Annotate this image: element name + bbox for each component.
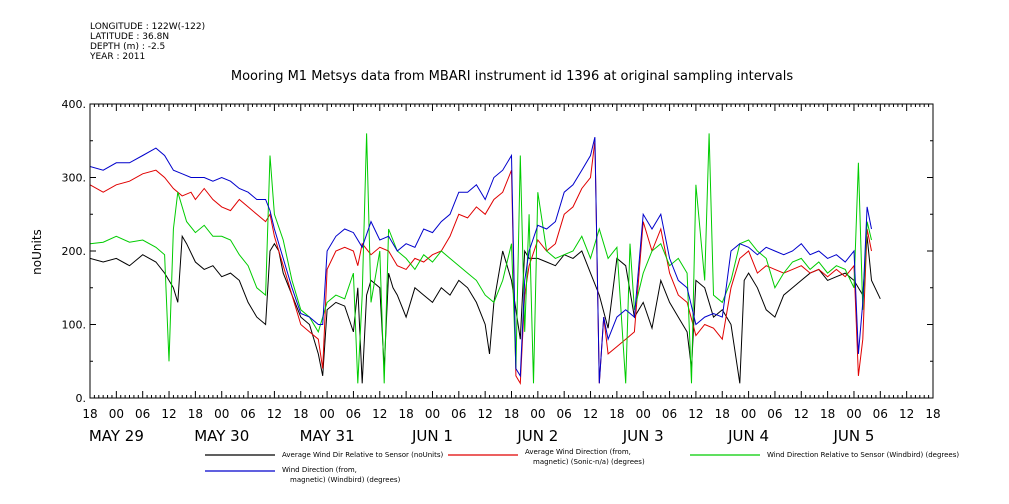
x-tick-label: 00 [319, 407, 334, 421]
x-tick-label: 06 [662, 407, 677, 421]
x-tick-label: 12 [688, 407, 703, 421]
series-line-2 [90, 140, 872, 385]
x-date-label: JUN 2 [516, 427, 558, 445]
legend-label-2: magnetic) (Sonic-n/a) (degrees) [533, 458, 645, 466]
x-tick-label: 18 [504, 407, 519, 421]
x-tick-label: 18 [925, 407, 940, 421]
depth-label: DEPTH (m) : -2.5 [90, 42, 166, 52]
y-axis-label: noUnits [30, 229, 44, 275]
x-tick-label: 00 [846, 407, 861, 421]
x-date-label: JUN 4 [727, 427, 769, 445]
x-date-label: JUN 3 [622, 427, 664, 445]
x-tick-label: 12 [478, 407, 493, 421]
year-label: YEAR : 2011 [90, 52, 146, 62]
x-tick-label: 06 [135, 407, 150, 421]
y-tick-label: 400. [62, 98, 87, 111]
x-tick-label: 18 [715, 407, 730, 421]
x-tick-label: 00 [741, 407, 756, 421]
x-date-label: MAY 31 [300, 427, 355, 445]
x-date-label: MAY 29 [89, 427, 144, 445]
x-tick-label: 06 [451, 407, 466, 421]
x-tick-label: 06 [873, 407, 888, 421]
y-tick-label: 200. [62, 245, 87, 258]
x-tick-label: 12 [899, 407, 914, 421]
x-date-label: JUN 1 [411, 427, 453, 445]
x-tick-label: 00 [425, 407, 440, 421]
legend-label-3: Wind Direction Relative to Sensor (Windb… [767, 451, 959, 459]
x-tick-label: 18 [82, 407, 97, 421]
x-tick-label: 18 [820, 407, 835, 421]
y-tick-label: 300. [62, 172, 87, 185]
legend-label-4: magnetic) (Windbird) (degrees) [290, 476, 401, 484]
x-tick-label: 12 [161, 407, 176, 421]
legend-label-1: Average Wind Dir Relative to Sensor (noU… [282, 451, 443, 459]
legend-label-4: Wind Direction (from, [282, 466, 357, 474]
y-tick-label: 0. [76, 392, 87, 405]
latitude-label: LATITUDE : 36.8N [90, 32, 170, 42]
x-tick-label: 18 [293, 407, 308, 421]
chart-title: Mooring M1 Metsys data from MBARI instru… [231, 69, 793, 84]
series-line-1 [90, 234, 881, 384]
series-line-4 [90, 136, 872, 384]
x-tick-label: 06 [346, 407, 361, 421]
x-tick-label: 06 [240, 407, 255, 421]
x-tick-label: 12 [794, 407, 809, 421]
x-tick-label: 06 [557, 407, 572, 421]
x-tick-label: 12 [372, 407, 387, 421]
x-date-label: MAY 30 [194, 427, 249, 445]
x-tick-label: 12 [267, 407, 282, 421]
x-tick-label: 00 [214, 407, 229, 421]
x-tick-label: 12 [583, 407, 598, 421]
x-tick-label: 18 [609, 407, 624, 421]
x-tick-label: 00 [109, 407, 124, 421]
y-tick-label: 100. [62, 319, 87, 332]
x-tick-label: 06 [767, 407, 782, 421]
x-date-label: JUN 5 [833, 427, 875, 445]
x-tick-label: 00 [636, 407, 651, 421]
series-line-3 [90, 133, 872, 384]
x-tick-label: 18 [188, 407, 203, 421]
x-tick-label: 00 [530, 407, 545, 421]
legend-label-2: Average Wind Direction (from, [525, 448, 631, 456]
x-tick-label: 18 [398, 407, 413, 421]
longitude-label: LONGITUDE : 122W(-122) [90, 22, 206, 32]
